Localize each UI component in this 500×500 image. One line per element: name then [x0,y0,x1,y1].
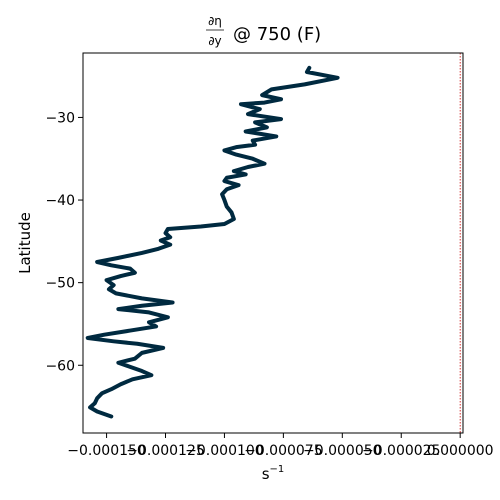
y-tick-label-1: −40 [45,193,75,209]
x-tick-label-5: −0.000025 [362,443,441,459]
x-axis: −0.000150−0.000125−0.000100−0.000075−0.0… [67,433,494,459]
chart-title: @ 750 (F) [233,24,321,45]
x-tick-label-6: 0.000000 [427,443,494,459]
x-axis-label-exponent: −1 [270,464,285,475]
plot-area [85,53,461,433]
y-tick-label-0: −30 [45,110,75,126]
y-axis-label: Latitude [16,212,34,274]
x-tick-label-2: −0.000100 [185,443,264,459]
x-tick-label-1: −0.000125 [126,443,205,459]
x-axis-label: s−1 [262,464,285,483]
x-tick-label-0: −0.000150 [67,443,146,459]
x-tick-label-4: −0.000050 [303,443,382,459]
x-tick-label-3: −0.000075 [244,443,323,459]
title-numerator: ∂η [208,14,222,28]
y-tick-label-2: −50 [45,276,75,292]
title-denominator: ∂y [208,34,221,48]
y-axis: −30 −40 −50 −60 [45,110,83,374]
x-axis-label-base: s [262,465,270,483]
series-line-0 [85,65,340,419]
plot-frame [82,52,464,434]
y-tick-label-3: −60 [45,358,75,374]
